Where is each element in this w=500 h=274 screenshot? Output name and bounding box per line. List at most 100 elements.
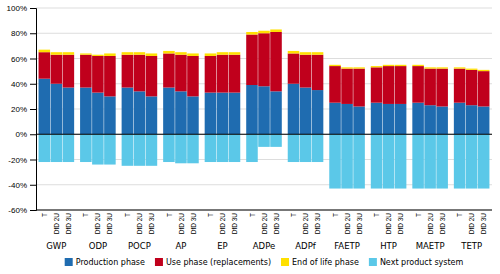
- bar-segment: [229, 93, 241, 135]
- x-tick: T: [41, 213, 48, 217]
- y-tick-label: -20%: [8, 156, 27, 165]
- bar-segment: [270, 29, 282, 32]
- legend-swatch: [155, 258, 163, 266]
- x-tick-label: T: [290, 213, 297, 217]
- bar-segment: [395, 66, 407, 104]
- grid-line: [36, 210, 492, 211]
- x-tick-label: DfD 2U: [219, 213, 226, 235]
- bar-segment: [312, 52, 324, 55]
- bar-segment: [146, 134, 158, 166]
- y-tick-mark: [30, 160, 36, 161]
- bar-segment: [371, 67, 383, 102]
- bar-segment: [205, 56, 217, 93]
- x-tick-label: T: [415, 213, 422, 217]
- legend-item: End of life phase: [281, 258, 359, 267]
- zero-line: [36, 134, 492, 135]
- bar-segment: [436, 106, 448, 134]
- y-axis-line: [30, 9, 37, 211]
- x-tick: DfD 2U: [302, 213, 309, 235]
- x-tick: T: [124, 213, 131, 217]
- x-tick: DfD 2U: [427, 213, 434, 235]
- y-tick: 40%: [11, 80, 36, 89]
- plot: -60%-40%-20%0%20%40%60%80%100%TDfD 2UDfD…: [7, 4, 492, 267]
- x-tick: DfD 2U: [178, 213, 185, 235]
- category-labels: GWPODPPOCPAPEPADPeADPfFAETPHTPMAETPTETP: [46, 241, 482, 251]
- bar-segment: [175, 134, 187, 163]
- x-tick-label: DfD 3U: [148, 213, 155, 235]
- bar-segment: [454, 103, 466, 135]
- bar-segment: [187, 53, 199, 56]
- category-label: TETP: [460, 241, 482, 251]
- y-tick-mark: [30, 109, 36, 110]
- legend-label: Use phase (replacements): [166, 258, 271, 267]
- category-label: ODP: [89, 241, 107, 251]
- bar-segment: [353, 69, 365, 107]
- bar-segment: [246, 32, 258, 35]
- bar-segment: [51, 52, 63, 55]
- bar-segment: [217, 55, 229, 93]
- bar-segment: [353, 134, 365, 188]
- legend-label: End of life phase: [292, 258, 359, 267]
- x-tick-label: DfD 2U: [385, 213, 392, 235]
- bar-segment: [258, 33, 270, 86]
- bar-segment: [217, 134, 229, 162]
- bar-segment: [270, 134, 282, 147]
- x-tick: DfD 3U: [65, 213, 72, 235]
- y-tick-label: -60%: [8, 206, 27, 215]
- x-tick-label: DfD 3U: [480, 213, 487, 235]
- bar-segment: [371, 66, 383, 67]
- bar-segment: [39, 79, 51, 135]
- x-tick: T: [415, 213, 422, 217]
- x-tick: DfD 2U: [468, 213, 475, 235]
- bar-segment: [229, 52, 241, 55]
- x-tick: T: [249, 213, 256, 217]
- x-tick-label: DfD 2U: [136, 213, 143, 235]
- y-tick-label: 20%: [11, 105, 27, 114]
- x-tick: T: [165, 213, 172, 217]
- y-tick: 100%: [7, 4, 36, 13]
- bar-segment: [436, 134, 448, 188]
- series: [39, 32, 490, 106]
- x-tick: DfD 3U: [397, 213, 404, 235]
- x-tick-label: DfD 3U: [231, 213, 238, 235]
- bar-segment: [217, 52, 229, 55]
- y-tick: 0%: [15, 130, 36, 139]
- bar-segment: [412, 65, 424, 66]
- bar-segment: [383, 66, 395, 104]
- bar-segment: [341, 69, 353, 104]
- bar-segment: [104, 53, 116, 56]
- x-tick: DfD 2U: [94, 213, 101, 235]
- x-tick-label: T: [456, 213, 463, 217]
- bar-segment: [92, 93, 104, 135]
- bar-segment: [163, 53, 175, 87]
- bar-segment: [246, 85, 258, 134]
- bar-segment: [122, 88, 134, 135]
- legend-item: Use phase (replacements): [155, 258, 271, 267]
- x-tick-label: T: [82, 213, 89, 217]
- y-tick-mark: [30, 33, 36, 34]
- bar-segment: [288, 84, 300, 135]
- bar-segment: [341, 104, 353, 134]
- x-tick: T: [373, 213, 380, 217]
- bar-segment: [300, 52, 312, 55]
- bar-segment: [466, 69, 478, 70]
- bar-segment: [412, 103, 424, 135]
- bar-segment: [329, 103, 341, 135]
- y-axis: -60%-40%-20%0%20%40%60%80%100%: [7, 4, 37, 215]
- bar-segment: [39, 50, 51, 53]
- legend-swatch: [65, 258, 73, 266]
- x-tick-label: T: [41, 213, 48, 217]
- bar-segment: [146, 53, 158, 56]
- x-tick: T: [207, 213, 214, 217]
- x-tick: T: [332, 213, 339, 217]
- bar-segment: [270, 32, 282, 91]
- bar-segment: [104, 96, 116, 134]
- series: [39, 134, 490, 188]
- y-tick: 80%: [11, 29, 36, 38]
- y-tick-label: -40%: [8, 181, 27, 190]
- grid-line: [36, 134, 492, 135]
- series: [39, 29, 490, 71]
- bar-segment: [246, 35, 258, 85]
- bar-segment: [395, 65, 407, 66]
- bar-segment: [258, 134, 270, 147]
